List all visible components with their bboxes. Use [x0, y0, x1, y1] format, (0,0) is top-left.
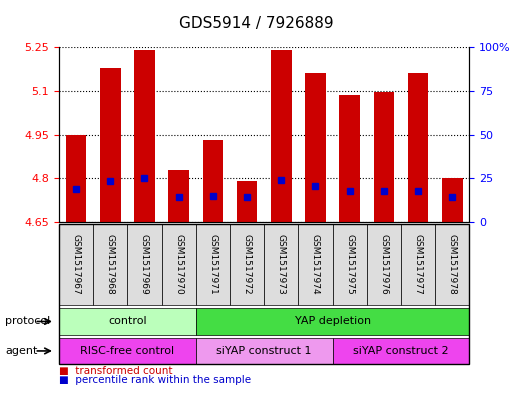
Bar	[373, 92, 394, 222]
Bar	[442, 178, 463, 222]
Bar	[408, 73, 428, 222]
Bar	[305, 73, 326, 222]
Text: GSM1517967: GSM1517967	[72, 234, 81, 295]
Text: GDS5914 / 7926889: GDS5914 / 7926889	[179, 17, 334, 31]
Bar	[271, 50, 291, 222]
Text: siYAP construct 2: siYAP construct 2	[353, 346, 449, 356]
Text: YAP depletion: YAP depletion	[294, 316, 371, 327]
Text: siYAP construct 1: siYAP construct 1	[216, 346, 312, 356]
Text: control: control	[108, 316, 147, 327]
Text: GSM1517970: GSM1517970	[174, 234, 183, 295]
Text: GSM1517968: GSM1517968	[106, 234, 115, 295]
Text: ■  percentile rank within the sample: ■ percentile rank within the sample	[59, 375, 251, 386]
Bar	[134, 50, 155, 222]
Text: RISC-free control: RISC-free control	[81, 346, 174, 356]
Text: agent: agent	[5, 346, 37, 356]
Text: GSM1517974: GSM1517974	[311, 234, 320, 295]
Text: GSM1517971: GSM1517971	[208, 234, 218, 295]
Text: GSM1517977: GSM1517977	[413, 234, 423, 295]
Bar	[168, 170, 189, 222]
Text: GSM1517978: GSM1517978	[448, 234, 457, 295]
Bar	[237, 181, 258, 222]
Bar	[66, 135, 86, 222]
Text: GSM1517969: GSM1517969	[140, 234, 149, 295]
Bar	[340, 95, 360, 222]
Bar	[100, 68, 121, 222]
Text: GSM1517975: GSM1517975	[345, 234, 354, 295]
Text: GSM1517976: GSM1517976	[380, 234, 388, 295]
Text: GSM1517973: GSM1517973	[277, 234, 286, 295]
Text: ■  transformed count: ■ transformed count	[59, 365, 172, 376]
Text: protocol: protocol	[5, 316, 50, 327]
Bar	[203, 140, 223, 222]
Text: GSM1517972: GSM1517972	[243, 234, 251, 295]
